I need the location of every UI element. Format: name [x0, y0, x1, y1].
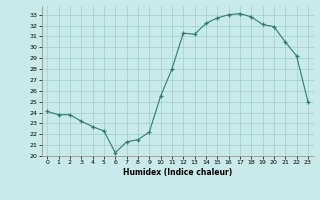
X-axis label: Humidex (Indice chaleur): Humidex (Indice chaleur): [123, 168, 232, 177]
